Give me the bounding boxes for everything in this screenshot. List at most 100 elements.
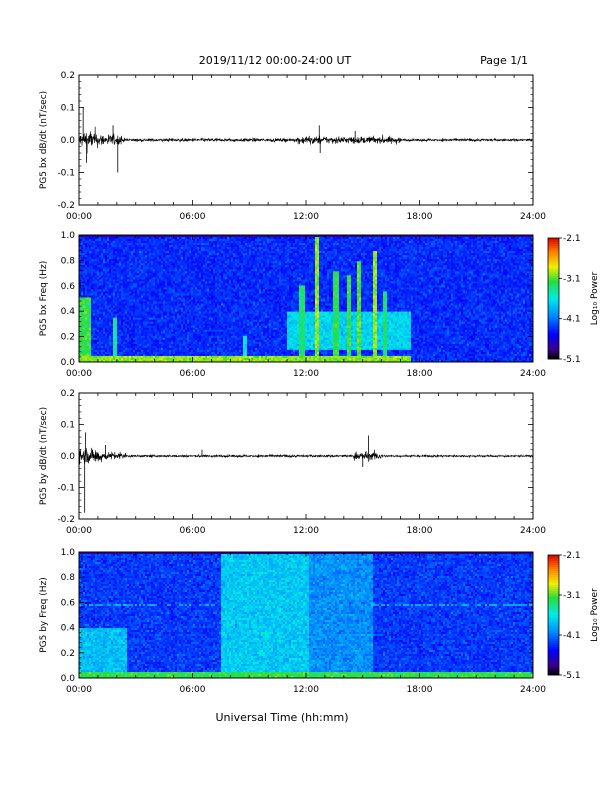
- spectrogram-cell: [195, 255, 197, 257]
- spectrogram-cell: [83, 338, 85, 340]
- spectrogram-cell: [103, 259, 105, 261]
- spectrogram-cell: [117, 308, 119, 310]
- spectrogram-cell: [229, 253, 231, 255]
- spectrogram-cell: [91, 295, 93, 297]
- spectrogram-cell: [201, 237, 203, 239]
- spectrogram-cell: [81, 283, 83, 285]
- spectrogram-cell: [163, 289, 165, 291]
- spectrogram-cell: [177, 342, 179, 344]
- spectrogram-cell: [193, 253, 195, 255]
- spectrogram-cell: [83, 291, 85, 293]
- spectrogram-cell: [103, 302, 105, 304]
- spectrogram-cell: [181, 249, 183, 251]
- spectrogram-cell: [215, 251, 217, 253]
- spectrogram-cell: [165, 271, 167, 273]
- spectrogram-cell: [127, 283, 129, 285]
- spectrogram-cell: [87, 247, 89, 249]
- spectrogram-cell: [225, 326, 227, 328]
- spectrogram-cell: [111, 287, 113, 289]
- spectrogram-cell: [129, 285, 131, 287]
- spectrogram-cell: [225, 346, 227, 348]
- spectrogram-cell: [221, 336, 223, 338]
- spectrogram-cell: [185, 334, 187, 336]
- spectrogram-cell: [141, 328, 143, 330]
- spectrogram-cell: [195, 320, 197, 322]
- spectrogram-cell: [199, 302, 201, 304]
- spectrogram-cell: [113, 318, 115, 320]
- spectrogram-cell: [167, 300, 169, 302]
- spectrogram-cell: [187, 320, 189, 322]
- spectrogram-cell: [145, 318, 147, 320]
- spectrogram-cell: [155, 336, 157, 338]
- spectrogram-cell: [219, 328, 221, 330]
- spectrogram-cell: [169, 287, 171, 289]
- spectrogram-cell: [187, 257, 189, 259]
- spectrogram-cell: [137, 257, 139, 259]
- spectrogram-cell: [87, 255, 89, 257]
- spectrogram-cell: [163, 340, 165, 342]
- spectrogram-cell: [219, 293, 221, 295]
- spectrogram-cell: [211, 320, 213, 322]
- spectrogram-cell: [123, 255, 125, 257]
- spectrogram-cell: [185, 352, 187, 354]
- spectrogram-cell: [91, 324, 93, 326]
- spectrogram-cell: [95, 356, 97, 358]
- spectrogram-cell: [127, 324, 129, 326]
- spectrogram-cell: [87, 320, 89, 322]
- spectrogram-cell: [85, 342, 87, 344]
- spectrogram-cell: [95, 338, 97, 340]
- spectrogram-cell: [197, 332, 199, 334]
- spectrogram-cell: [183, 356, 185, 358]
- spectrogram-cell: [87, 267, 89, 269]
- spectrogram-cell: [181, 318, 183, 320]
- spectrogram-cell: [157, 247, 159, 249]
- spectrogram-cell: [125, 328, 127, 330]
- spectrogram-cell: [143, 245, 145, 247]
- spectrogram-cell: [143, 243, 145, 245]
- spectrogram-cell: [119, 273, 121, 275]
- spectrogram-cell: [105, 310, 107, 312]
- spectrogram-cell: [165, 344, 167, 346]
- spectrogram-cell: [143, 300, 145, 302]
- spectrogram-cell: [153, 302, 155, 304]
- spectrogram-cell: [211, 302, 213, 304]
- spectrogram-cell: [115, 312, 117, 314]
- spectrogram-cell: [227, 287, 229, 289]
- spectrogram-cell: [189, 241, 191, 243]
- spectrogram-cell: [167, 304, 169, 306]
- spectrogram-cell: [157, 352, 159, 354]
- spectrogram-cell: [83, 273, 85, 275]
- spectrogram-cell: [129, 350, 131, 352]
- spectrogram-cell: [221, 304, 223, 306]
- spectrogram-cell: [161, 257, 163, 259]
- spectrogram-cell: [211, 354, 213, 356]
- spectrogram-cell: [175, 281, 177, 283]
- spectrogram-cell: [111, 247, 113, 249]
- spectrogram-cell: [101, 304, 103, 306]
- spectrogram-cell: [227, 275, 229, 277]
- spectrogram-cell: [115, 243, 117, 245]
- spectrogram-cell: [175, 346, 177, 348]
- spectrogram-cell: [147, 348, 149, 350]
- spectrogram-cell: [111, 356, 113, 358]
- spectrogram-cell: [221, 328, 223, 330]
- spectrogram-cell: [213, 251, 215, 253]
- spectrogram-cell: [199, 320, 201, 322]
- spectrogram-cell: [141, 281, 143, 283]
- spectrogram-cell: [113, 330, 115, 332]
- spectrogram-cell: [97, 354, 99, 356]
- spectrogram-cell: [157, 255, 159, 257]
- spectrogram-cell: [203, 350, 205, 352]
- spectrogram-cell: [193, 332, 195, 334]
- spectrogram-cell: [215, 273, 217, 275]
- spectrogram-cell: [177, 314, 179, 316]
- spectrogram-cell: [187, 316, 189, 318]
- spectrogram-cell: [107, 330, 109, 332]
- spectrogram-cell: [133, 300, 135, 302]
- spectrogram-cell: [123, 342, 125, 344]
- spectrogram-cell: [227, 263, 229, 265]
- spectrogram-cell: [157, 356, 159, 358]
- spectrogram-cell: [99, 328, 101, 330]
- spectrogram-cell: [179, 239, 181, 241]
- spectrogram-cell: [87, 324, 89, 326]
